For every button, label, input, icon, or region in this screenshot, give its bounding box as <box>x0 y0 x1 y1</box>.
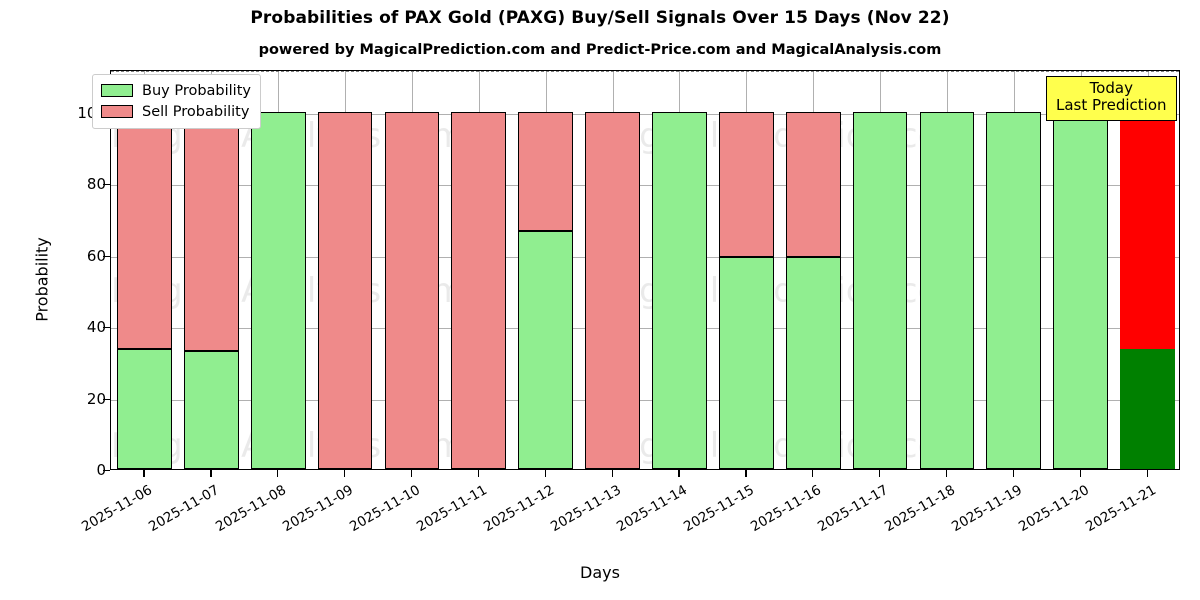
bar-segment-sell[interactable] <box>518 111 574 231</box>
legend-swatch-sell-icon <box>101 105 133 118</box>
bar-group[interactable] <box>585 71 640 469</box>
y-axis-label: Probability <box>32 237 52 322</box>
bar-segment-buy[interactable] <box>518 230 574 469</box>
bars-layer <box>111 71 1179 469</box>
bar-group[interactable] <box>718 71 774 469</box>
x-axis-tick-label: 2025-11-11 <box>413 482 490 536</box>
bar-group[interactable] <box>652 71 707 469</box>
x-axis-tick-label: 2025-11-13 <box>547 482 624 536</box>
x-axis-tick-label: 2025-11-09 <box>280 482 357 536</box>
x-axis-label: Days <box>580 563 620 582</box>
chart-subtitle: powered by MagicalPrediction.com and Pre… <box>258 42 942 58</box>
legend-item-sell[interactable]: Sell Probability <box>101 101 251 122</box>
x-axis-tick-label: 2025-11-16 <box>748 482 825 536</box>
x-axis-tick-mark <box>812 470 814 477</box>
legend-swatch-buy-icon <box>101 84 133 97</box>
bar-group[interactable] <box>451 71 507 469</box>
x-axis-tick-mark <box>1012 470 1014 477</box>
y-axis-tick-label: 80 <box>86 175 106 194</box>
x-axis-tick-label: 2025-11-07 <box>146 482 223 536</box>
y-axis-tick-mark <box>103 184 110 186</box>
bar-segment-sell[interactable] <box>585 111 640 469</box>
y-axis-tick-label: 60 <box>86 246 106 265</box>
bar-segment-buy[interactable] <box>785 257 841 469</box>
today-annotation: Today Last Prediction <box>1046 76 1177 121</box>
x-axis-tick-mark <box>143 470 145 477</box>
x-axis-tick-mark <box>678 470 680 477</box>
y-axis-tick-mark <box>103 327 110 329</box>
bar-group[interactable] <box>986 71 1042 469</box>
x-axis-tick-mark <box>410 470 413 477</box>
x-axis-tick-label: 2025-11-19 <box>948 482 1025 536</box>
bar-segment-sell[interactable] <box>785 111 841 258</box>
bar-segment-buy[interactable] <box>718 256 774 469</box>
bar-group[interactable] <box>117 71 172 469</box>
x-axis-tick-mark <box>745 470 747 477</box>
bar-segment-buy[interactable] <box>652 111 707 469</box>
x-axis-tick-label: 2025-11-06 <box>79 482 156 536</box>
bar-segment-sell[interactable] <box>384 111 440 469</box>
x-axis-tick-mark <box>477 470 479 477</box>
bar-segment-sell[interactable] <box>117 111 172 349</box>
bar-segment-sell[interactable] <box>718 111 774 257</box>
legend: Buy Probability Sell Probability <box>92 74 261 129</box>
legend-label-buy: Buy Probability <box>142 82 251 99</box>
bar-segment-buy[interactable] <box>1053 111 1109 469</box>
x-axis-tick-mark <box>210 470 212 477</box>
x-axis-tick-mark <box>277 470 279 477</box>
y-axis-tick-mark <box>103 398 110 400</box>
x-axis-tick-mark <box>344 470 346 477</box>
bar-segment-buy[interactable] <box>986 111 1042 469</box>
bar-segment-sell[interactable] <box>183 111 239 352</box>
x-axis-tick-mark <box>611 470 613 477</box>
today-annotation-line1: Today <box>1089 79 1133 97</box>
x-axis-tick-label: 2025-11-18 <box>881 482 958 536</box>
bar-segment-sell[interactable] <box>451 111 507 469</box>
bar-group[interactable] <box>384 71 440 469</box>
bar-segment-sell[interactable] <box>317 111 373 469</box>
x-axis-tick-label: 2025-11-10 <box>346 482 423 536</box>
bar-group[interactable] <box>852 71 908 469</box>
bar-segment-buy[interactable] <box>1120 348 1175 469</box>
y-axis-tick-mark <box>103 470 110 472</box>
bar-group[interactable] <box>919 71 975 469</box>
x-axis-tick-label: 2025-11-17 <box>815 482 892 536</box>
x-axis-tick-mark <box>1146 470 1148 477</box>
bar-group[interactable] <box>317 71 373 469</box>
x-axis-tick-label: 2025-11-12 <box>480 482 557 536</box>
x-axis-tick-mark <box>945 470 948 477</box>
y-axis-tick-label: 20 <box>86 389 106 408</box>
x-axis-tick-label: 2025-11-21 <box>1082 482 1159 536</box>
bar-segment-buy[interactable] <box>183 351 239 469</box>
bar-segment-buy[interactable] <box>250 111 306 469</box>
y-axis-tick-label: 40 <box>86 318 106 337</box>
bar-group[interactable] <box>183 71 239 469</box>
x-axis-tick-mark <box>879 470 881 477</box>
x-axis-tick-label: 2025-11-15 <box>681 482 758 536</box>
bar-group[interactable] <box>785 71 841 469</box>
x-axis-tick-mark <box>1079 470 1081 477</box>
bar-group[interactable] <box>1053 71 1109 469</box>
x-axis-tick-label: 2025-11-20 <box>1015 482 1092 536</box>
bar-segment-buy[interactable] <box>852 111 908 469</box>
bar-group[interactable] <box>1120 71 1175 469</box>
bar-group[interactable] <box>518 71 574 469</box>
bar-segment-buy[interactable] <box>919 111 975 469</box>
chart-title: Probabilities of PAX Gold (PAXG) Buy/Sel… <box>250 8 950 28</box>
bar-segment-sell[interactable] <box>1120 111 1175 349</box>
legend-item-buy[interactable]: Buy Probability <box>101 80 251 101</box>
x-axis-tick-label: 2025-11-08 <box>213 482 290 536</box>
bar-segment-buy[interactable] <box>117 348 172 469</box>
x-axis-tick-mark <box>544 470 546 477</box>
y-axis-tick-mark <box>103 255 110 257</box>
bar-group[interactable] <box>250 71 306 469</box>
plot-area: MagicalAnalysis.comMagicalPrediction.com… <box>110 70 1180 470</box>
today-annotation-line2: Last Prediction <box>1056 96 1167 115</box>
y-axis-tick-label: 0 <box>96 461 106 479</box>
x-axis-tick-label: 2025-11-14 <box>614 482 691 536</box>
legend-label-sell: Sell Probability <box>142 103 250 120</box>
